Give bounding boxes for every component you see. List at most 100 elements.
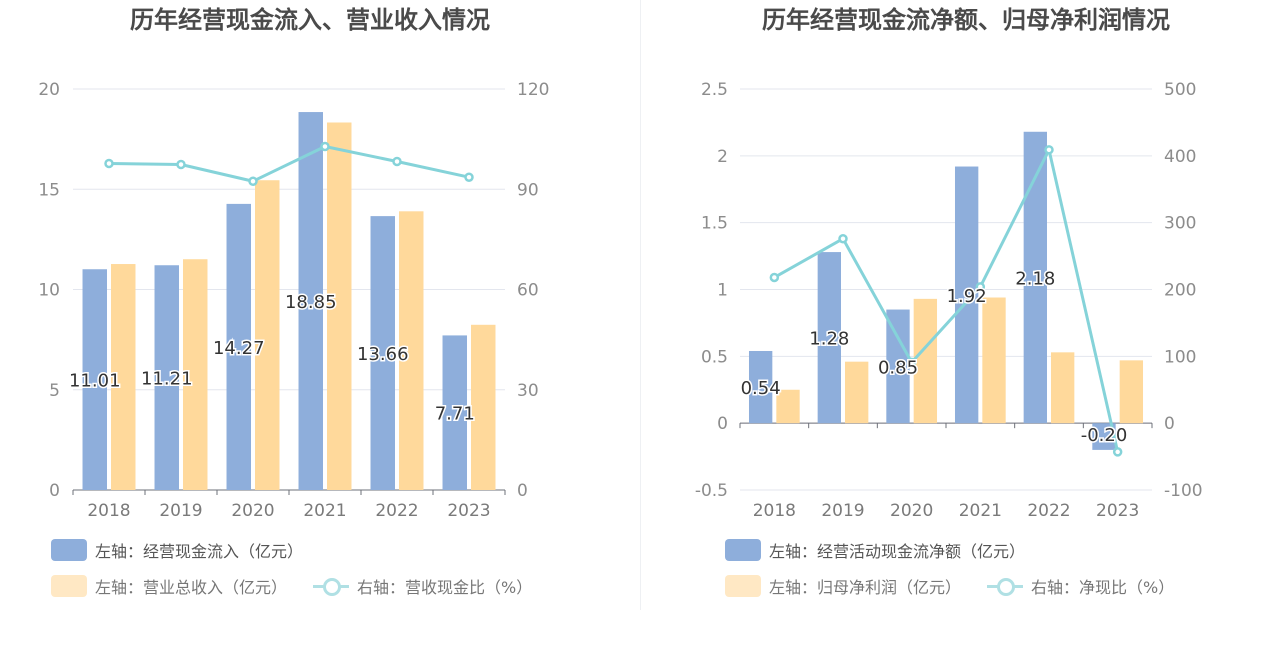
legend-swatch-bar (725, 575, 761, 597)
left-axis-tick-label: 0 (49, 481, 60, 501)
legend-row-1: 左轴：经营现金流入（亿元） (51, 538, 329, 562)
x-axis-tick-label: 2019 (159, 501, 202, 521)
bar-data-label: 11.01 (69, 371, 121, 392)
bar-data-label: 7.71 (435, 404, 475, 425)
legend-item-cash-inflow[interactable]: 左轴：经营现金流入（亿元） (51, 538, 303, 562)
legend-label: 左轴：经营现金流入（亿元） (95, 542, 304, 561)
right-axis-tick-label: 120 (517, 80, 549, 100)
legend-item-ratio[interactable]: 右轴：营收现金比（%） (313, 574, 532, 598)
line-point (104, 158, 114, 169)
chart-left-svg: 历年经营现金流入、营业收入情况 0 5 10 15 20 0 30 60 90 120 2018 201… (38, 6, 549, 521)
bar-secondary (1119, 360, 1144, 424)
legend-label: 左轴：营业总收入（亿元） (95, 578, 288, 597)
line-point (464, 172, 474, 182)
bar-primary (298, 112, 323, 491)
line-point (975, 282, 986, 292)
right-axis-tick-label: 30 (517, 381, 539, 401)
left-axis-tick-label: 5 (49, 381, 60, 401)
bar-data-label: 11.21 (141, 369, 193, 390)
bar-data-label: 2.18 (1015, 268, 1055, 289)
bar-secondary (471, 324, 496, 490)
bar-secondary (1051, 352, 1075, 424)
left-axis-tick-label: -0.5 (695, 481, 728, 501)
bar-data-label: 18.85 (285, 292, 337, 313)
bar-primary (748, 350, 773, 424)
line-point (392, 156, 402, 167)
x-axis-tick-label: 2021 (959, 501, 1002, 521)
bar-primary (82, 269, 107, 490)
line-series-path (773, 148, 1120, 453)
bar-primary (154, 265, 179, 490)
x-axis-tick-label: 2023 (1096, 501, 1139, 521)
x-axis-tick-label: 2021 (303, 501, 346, 521)
legend-swatch-bar (51, 575, 87, 597)
legend-item-net-profit[interactable]: 左轴：归母净利润（亿元） (725, 574, 961, 598)
chart-title: 历年经营现金流入、营业收入情况 (130, 6, 490, 34)
left-axis-tick-label: 2 (717, 147, 728, 167)
bar-data-label: 0.85 (878, 357, 918, 378)
bar-secondary (982, 297, 1006, 424)
bar-secondary (913, 298, 938, 424)
x-axis-tick-label: 2020 (231, 501, 274, 521)
line-point (1112, 447, 1123, 457)
bar-data-label: 13.66 (357, 344, 409, 365)
legend-row-1: 左轴：经营活动现金流净额（亿元） (725, 538, 1051, 562)
legend-item-cash-ratio[interactable]: 右轴：净现比（%） (987, 574, 1174, 598)
right-axis-tick-label: -100 (1164, 481, 1203, 501)
line-point (176, 159, 186, 170)
bar-primary (954, 166, 979, 424)
bar-primary (226, 203, 251, 490)
bar-secondary (183, 259, 208, 490)
x-axis-tick-label: 2019 (821, 501, 864, 521)
legend-label: 左轴：归母净利润（亿元） (769, 578, 962, 597)
left-axis-tick-label: 0 (717, 414, 728, 434)
x-axis-tick-label: 2022 (1027, 501, 1070, 521)
left-axis-tick-label: 2.5 (701, 80, 728, 100)
bar-primary (886, 309, 910, 424)
bar-primary (817, 252, 841, 424)
bar-data-label: 0.54 (741, 378, 781, 399)
line-point (838, 233, 848, 244)
legend-item-revenue[interactable]: 左轴：营业总收入（亿元） (51, 574, 287, 598)
line-point (1044, 145, 1054, 155)
x-axis-tick-label: 2020 (890, 501, 933, 521)
x-axis-tick-label: 2023 (447, 501, 490, 521)
left-axis-tick-label: 20 (38, 80, 60, 100)
legend-label: 左轴：经营活动现金流净额（亿元） (769, 542, 1026, 561)
bar-data-label: -0.20 (1081, 425, 1128, 446)
right-axis-tick-label: 60 (517, 281, 539, 301)
bar-secondary (776, 389, 800, 424)
legend-swatch-line-icon (313, 575, 350, 597)
right-axis-tick-label: 100 (1164, 347, 1196, 367)
left-axis-tick-label: 0.5 (701, 347, 728, 367)
chart-panel-left: 历年经营现金流入、营业收入情况 0 5 10 15 20 0 30 60 90 120 2018 201… (0, 0, 637, 655)
legend-swatch-bar (51, 539, 87, 561)
left-axis-tick-label: 10 (38, 281, 60, 301)
bar-secondary (399, 211, 424, 490)
right-axis-tick-label: 500 (1164, 80, 1196, 100)
right-axis-tick-label: 400 (1164, 147, 1196, 167)
chart-panel-right: 历年经营现金流净额、归母净利润情况 -0.5 0 0.5 1 1.5 2 2.5 -100 0 10… (638, 0, 1275, 655)
legend-item-net-cash-flow[interactable]: 左轴：经营活动现金流净额（亿元） (725, 538, 1025, 562)
bar-primary (1092, 423, 1116, 450)
bar-data-label: 14.27 (213, 338, 265, 359)
legend-label: 右轴：营收现金比（%） (357, 578, 533, 597)
bar-data-label: 1.28 (809, 329, 849, 350)
legend-row-2: 左轴：归母净利润（亿元） 右轴：净现比（%） (725, 574, 1200, 598)
bar-secondary (327, 122, 352, 491)
panel-divider (640, 0, 641, 610)
legend-swatch-bar (725, 539, 761, 561)
line-point (769, 272, 780, 283)
right-axis-tick-label: 0 (1164, 414, 1175, 434)
left-axis-tick-label: 1.5 (701, 214, 728, 234)
x-axis-tick-label: 2018 (753, 501, 796, 521)
bar-secondary (111, 264, 136, 490)
left-axis-tick-label: 1 (717, 281, 728, 301)
bar-secondary (255, 180, 280, 491)
bar-data-label: 1.92 (947, 286, 987, 307)
chart-title: 历年经营现金流净额、归母净利润情况 (762, 6, 1170, 34)
legend-row-2: 左轴：营业总收入（亿元） 右轴：营收现金比（%） (51, 574, 558, 598)
bar-primary (370, 216, 395, 490)
bar-primary (442, 335, 467, 490)
x-axis-tick-label: 2018 (87, 501, 130, 521)
